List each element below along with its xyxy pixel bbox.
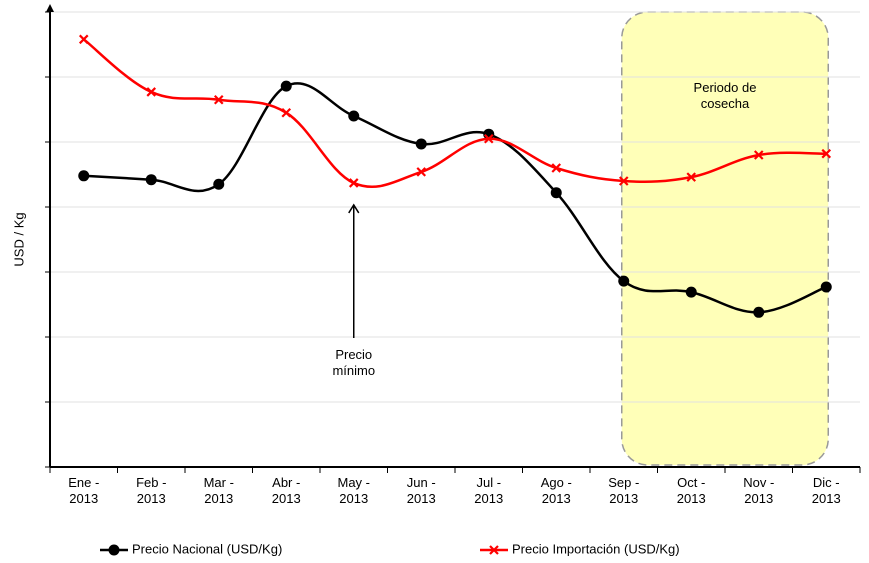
x-tick-label: Mar - 2013	[203, 475, 234, 506]
x-tick-label: Oct - 2013	[676, 475, 706, 506]
point	[348, 110, 360, 122]
point	[686, 172, 697, 182]
annotation: Periodo de cosecha	[693, 80, 757, 111]
point	[550, 187, 562, 199]
point	[213, 178, 225, 190]
point	[78, 170, 90, 182]
point	[280, 80, 292, 92]
x-tick-label: Sep - 2013	[608, 475, 640, 506]
point	[753, 306, 765, 318]
x-tick-label: Feb - 2013	[136, 475, 167, 506]
point	[618, 176, 629, 186]
annotation: Precio mínimo	[332, 347, 376, 378]
point	[108, 544, 120, 556]
point	[213, 94, 224, 105]
point	[551, 163, 562, 173]
point	[348, 178, 359, 188]
point	[489, 545, 499, 555]
annotation-arrowhead	[348, 203, 360, 214]
x-tick-label: Dic - 2013	[811, 475, 841, 506]
x-tick-label: Ago - 2013	[540, 475, 572, 506]
point	[483, 133, 494, 144]
point	[146, 87, 157, 97]
x-tick-label: May - 2013	[337, 475, 371, 506]
point	[145, 174, 157, 186]
x-tick-label: Jul - 2013	[474, 475, 504, 506]
point	[820, 281, 832, 293]
point	[685, 286, 697, 298]
x-tick-label: Nov - 2013	[743, 475, 775, 506]
y-arrow	[46, 4, 54, 12]
point	[78, 34, 89, 45]
y-axis-label: USD / Kg	[11, 212, 26, 266]
series-line	[82, 38, 827, 189]
point	[281, 107, 292, 118]
legend-label: Precio Importación (USD/Kg)	[512, 541, 680, 556]
point	[416, 167, 427, 177]
legend-label: Precio Nacional (USD/Kg)	[132, 541, 282, 556]
x-tick-label: Abr - 2013	[271, 475, 301, 506]
point	[618, 275, 630, 287]
point	[753, 150, 764, 160]
x-tick-label: Ene - 2013	[68, 475, 100, 506]
point	[415, 138, 427, 150]
x-tick-label: Jun - 2013	[406, 475, 436, 506]
point	[821, 148, 832, 159]
harvest-period	[621, 11, 829, 466]
